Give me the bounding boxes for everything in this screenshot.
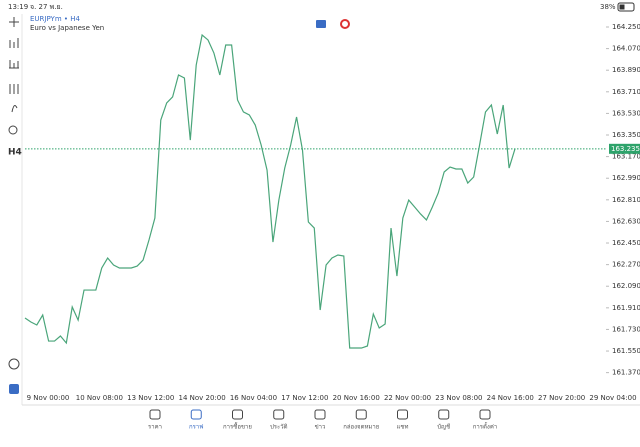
y-tick-label: 162.090 [612,282,640,290]
y-tick-label: 162.270 [612,261,640,269]
nav-icon[interactable] [438,409,450,420]
nav-icon[interactable] [273,409,285,420]
nav-label[interactable]: ราคา [148,424,162,431]
current-price-box [609,143,640,154]
price-line [24,33,516,349]
x-tick-label: 9 Nov 00:00 [27,394,70,402]
y-tick-label: 161.550 [612,347,640,355]
nav-label[interactable]: การซื้อขาย [223,421,252,431]
nav-label[interactable]: ข่าว [315,424,326,431]
nav-label[interactable]: กราฟ [189,424,203,431]
x-tick-label: 14 Nov 20:00 [178,394,225,402]
timeframe[interactable]: H4 [8,148,22,158]
flag-icon [340,19,350,29]
chart-title: EURJPYm • H4 [30,15,80,23]
x-tick-label: 10 Nov 08:00 [76,394,123,402]
status-date: จ. 27 พ.ย. [30,3,63,11]
flag-icon [316,20,326,28]
battery-level: 38% [600,3,616,11]
y-tick-label: 161.370 [612,369,640,377]
y-tick-label: 163.350 [612,131,640,139]
chart-subtitle: Euro vs Japanese Yen [30,24,104,32]
y-tick-label: 162.810 [612,196,640,204]
nav-icon[interactable] [479,409,491,420]
y-tick-label: 161.730 [612,325,640,333]
nav-icon[interactable] [314,409,326,420]
x-tick-label: 16 Nov 04:00 [230,394,277,402]
x-tick-label: 27 Nov 20:00 [538,394,585,402]
y-tick-label: 163.530 [612,109,640,117]
y-tick-label: 164.250 [612,23,640,31]
nav-icon[interactable] [232,409,243,420]
nav-label[interactable]: แชท [397,424,409,431]
nav-label[interactable]: กล่องจดหมาย [343,424,379,431]
nav-icon[interactable] [149,409,161,420]
y-tick-label: 164.070 [612,45,640,53]
nav-label[interactable]: บัญชี [437,423,450,431]
y-tick-label: 163.710 [612,88,640,96]
nav-icon[interactable] [397,409,408,420]
x-tick-label: 24 Nov 16:00 [487,394,534,402]
nav-label[interactable]: ประวัติ [270,424,288,431]
y-tick-label: 162.450 [612,239,640,247]
battery-icon [617,2,635,12]
battery-fill [619,4,625,10]
x-tick-label: 22 Nov 00:00 [384,394,431,402]
y-tick-label: 163.890 [612,66,640,74]
y-tick-label: 162.630 [612,217,640,225]
current-price-label: 163.235 [611,145,640,153]
y-tick-label: 161.910 [612,304,640,312]
y-tick-label: 162.990 [612,174,640,182]
x-tick-label: 20 Nov 16:00 [333,394,380,402]
y-tick-label: 163.170 [612,153,640,161]
x-tick-label: 13 Nov 12:00 [127,394,174,402]
nav-icon[interactable] [355,409,367,420]
nav-label[interactable]: การตั้งค่า [473,421,497,431]
status-time: 13:19 [8,3,28,11]
x-tick-label: 23 Nov 08:00 [435,394,482,402]
x-tick-label: 29 Nov 04:00 [589,394,636,402]
x-tick-label: 17 Nov 12:00 [281,394,328,402]
toolbar-icons[interactable] [8,17,20,394]
nav-icon[interactable] [190,409,202,420]
